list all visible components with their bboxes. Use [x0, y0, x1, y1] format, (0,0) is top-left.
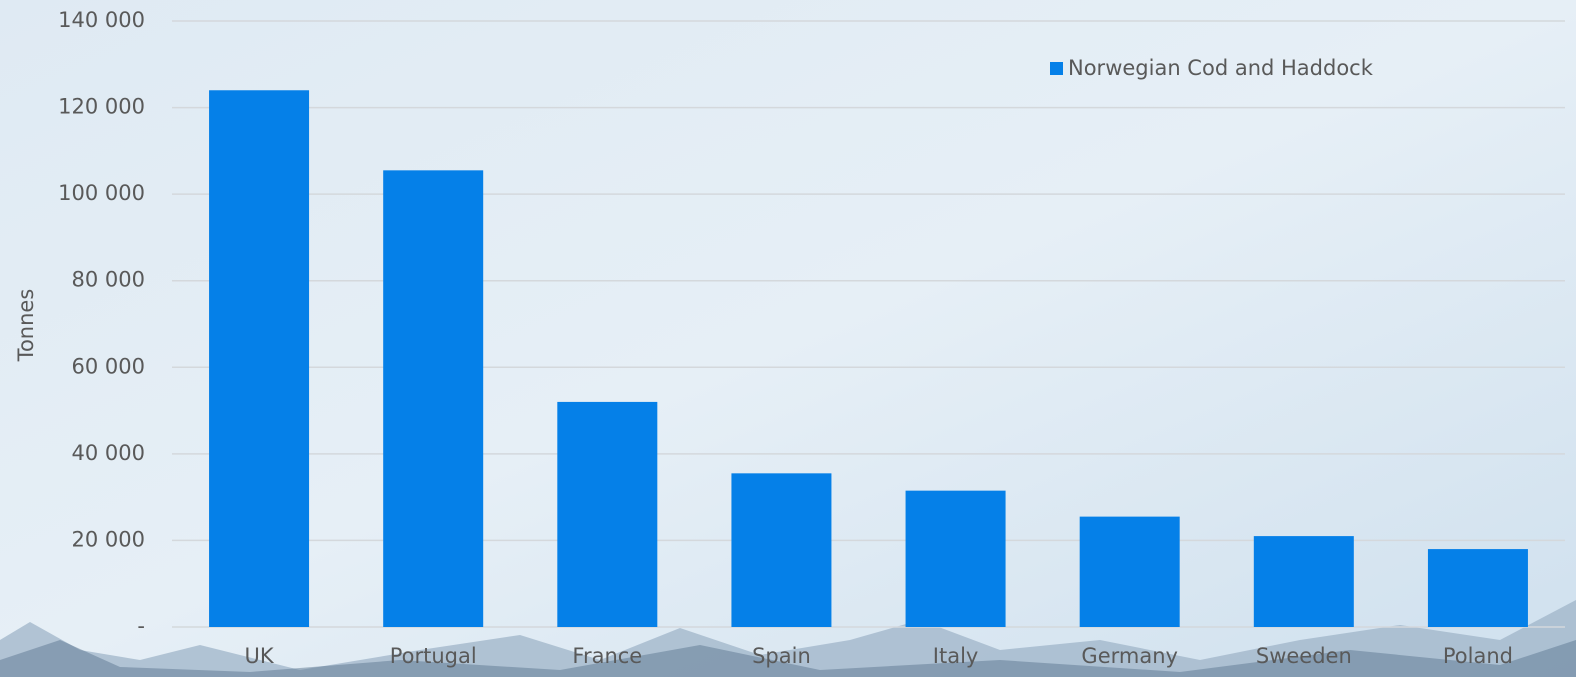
y-tick-label: 100 000	[58, 181, 145, 205]
bar	[383, 170, 484, 628]
y-tick-label: 80 000	[72, 268, 145, 292]
y-tick-label: -	[137, 614, 145, 638]
mountains	[0, 600, 1576, 677]
x-tick-label: Sweeden	[1256, 644, 1352, 668]
legend-label: Norwegian Cod and Haddock	[1068, 56, 1374, 80]
x-tick-label: UK	[244, 644, 274, 668]
bar	[731, 473, 832, 627]
y-tick-label: 60 000	[72, 354, 145, 378]
x-tick-label: France	[572, 644, 642, 668]
legend-swatch	[1050, 62, 1063, 75]
x-tick-label: Poland	[1443, 644, 1513, 668]
y-tick-label: 140 000	[58, 8, 145, 32]
bar	[905, 490, 1006, 627]
bar	[209, 90, 310, 627]
bar	[1427, 549, 1528, 627]
mountains-shadow	[0, 640, 1576, 677]
x-tick-label: Italy	[933, 644, 979, 668]
x-tick-label: Spain	[752, 644, 811, 668]
bar	[557, 401, 658, 627]
y-tick-label: 20 000	[72, 527, 145, 551]
x-tick-label: Portugal	[390, 644, 477, 668]
bar	[1253, 536, 1354, 627]
y-tick-label: 120 000	[58, 95, 145, 119]
y-tick-label: 40 000	[72, 441, 145, 465]
y-axis-title: Tonnes	[14, 289, 38, 363]
x-tick-label: Germany	[1081, 644, 1178, 668]
bar	[1079, 516, 1180, 627]
